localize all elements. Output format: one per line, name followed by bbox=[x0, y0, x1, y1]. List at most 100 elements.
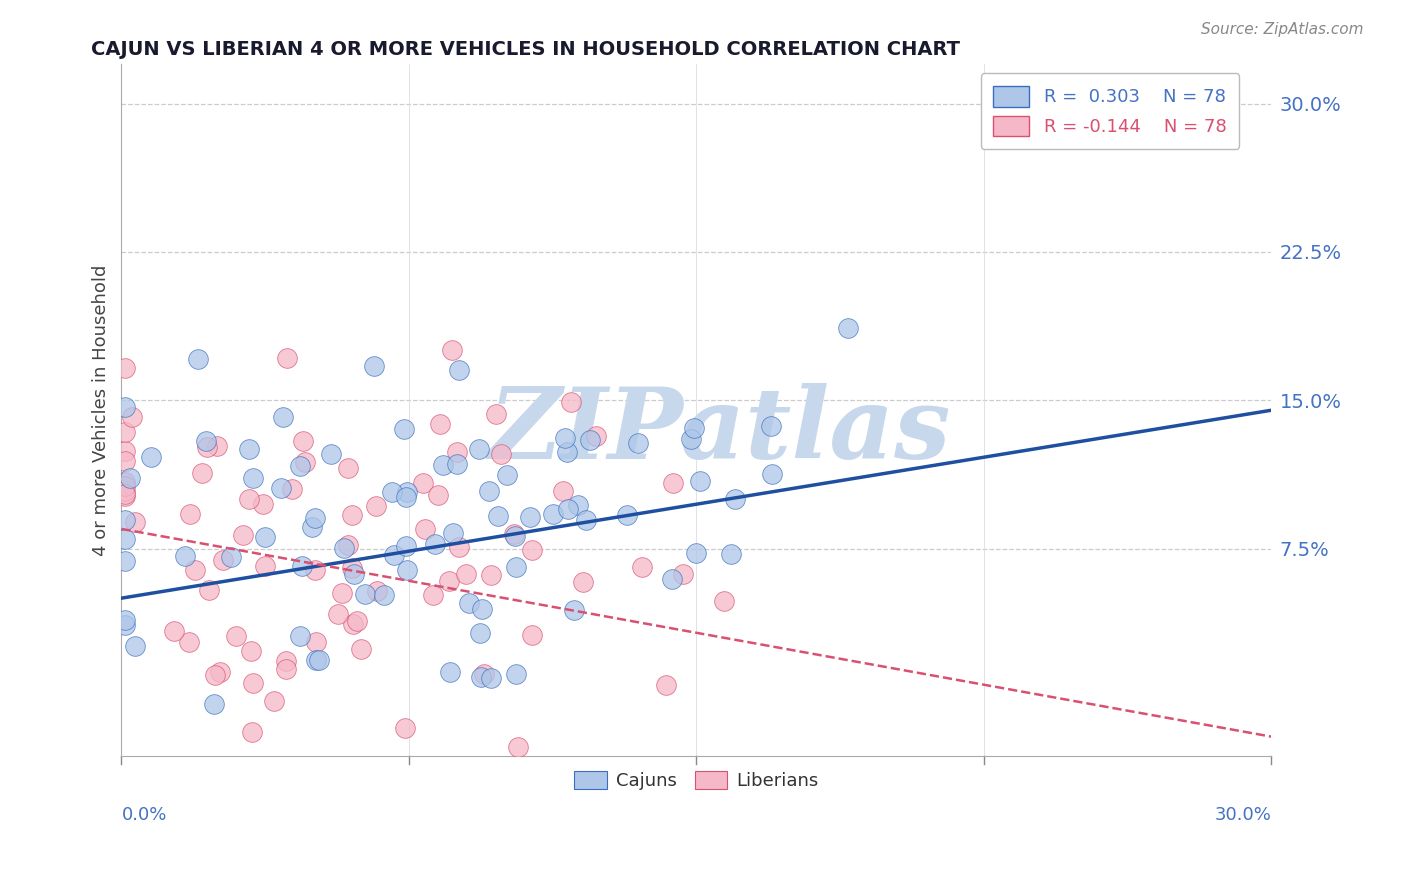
Point bbox=[541, 507, 564, 521]
Point bbox=[562, 603, 585, 617]
Point bbox=[627, 435, 650, 450]
Point bbox=[114, 400, 136, 414]
Point bbox=[496, 468, 519, 483]
Y-axis label: 4 or more Vehicles in Household: 4 or more Vehicles in Household bbox=[93, 265, 110, 556]
Point bbox=[724, 491, 747, 506]
Point bbox=[551, 484, 574, 499]
Point bbox=[179, 507, 201, 521]
Point bbox=[242, 676, 264, 690]
Point bbox=[114, 532, 136, 546]
Point bbox=[304, 564, 326, 578]
Point bbox=[395, 563, 418, 577]
Point bbox=[163, 624, 186, 638]
Point bbox=[519, 509, 541, 524]
Point bbox=[290, 558, 312, 573]
Point bbox=[209, 665, 232, 680]
Point bbox=[479, 568, 502, 582]
Point bbox=[491, 447, 513, 461]
Point bbox=[288, 629, 311, 643]
Point bbox=[616, 508, 638, 522]
Point bbox=[195, 440, 218, 454]
Point bbox=[761, 467, 783, 482]
Point bbox=[114, 613, 136, 627]
Point bbox=[478, 484, 501, 499]
Point bbox=[114, 475, 136, 490]
Point bbox=[333, 541, 356, 556]
Point bbox=[585, 428, 607, 442]
Point bbox=[505, 529, 527, 543]
Point bbox=[366, 583, 388, 598]
Point bbox=[373, 588, 395, 602]
Point bbox=[446, 445, 468, 459]
Point bbox=[681, 433, 703, 447]
Point bbox=[319, 447, 342, 461]
Point bbox=[631, 560, 654, 574]
Point bbox=[184, 563, 207, 577]
Point bbox=[440, 343, 463, 357]
Point bbox=[486, 508, 509, 523]
Point bbox=[432, 458, 454, 472]
Point bbox=[761, 419, 783, 434]
Point bbox=[242, 471, 264, 485]
Point bbox=[560, 395, 582, 409]
Point bbox=[520, 543, 543, 558]
Point bbox=[330, 586, 353, 600]
Point bbox=[202, 697, 225, 711]
Point bbox=[567, 498, 589, 512]
Point bbox=[121, 410, 143, 425]
Point bbox=[429, 417, 451, 432]
Point bbox=[395, 490, 418, 504]
Point bbox=[276, 351, 298, 365]
Point bbox=[336, 538, 359, 552]
Point bbox=[458, 595, 481, 609]
Point bbox=[837, 321, 859, 335]
Point bbox=[575, 513, 598, 527]
Point bbox=[555, 444, 578, 458]
Point bbox=[114, 425, 136, 440]
Point bbox=[342, 508, 364, 522]
Point bbox=[336, 460, 359, 475]
Point bbox=[304, 511, 326, 525]
Point bbox=[685, 545, 707, 559]
Point bbox=[661, 572, 683, 586]
Point bbox=[326, 607, 349, 621]
Point bbox=[557, 501, 579, 516]
Point bbox=[120, 471, 142, 485]
Point bbox=[114, 554, 136, 568]
Point bbox=[114, 454, 136, 468]
Point bbox=[522, 628, 544, 642]
Point bbox=[270, 481, 292, 495]
Point bbox=[305, 653, 328, 667]
Point bbox=[240, 644, 263, 658]
Point bbox=[672, 567, 695, 582]
Point bbox=[301, 520, 323, 534]
Point bbox=[713, 593, 735, 607]
Point bbox=[554, 431, 576, 445]
Legend: Cajuns, Liberians: Cajuns, Liberians bbox=[567, 764, 825, 797]
Text: 0.0%: 0.0% bbox=[121, 805, 167, 824]
Point bbox=[198, 582, 221, 597]
Point bbox=[506, 739, 529, 754]
Point bbox=[139, 450, 162, 465]
Point bbox=[485, 407, 508, 421]
Point bbox=[177, 635, 200, 649]
Point bbox=[364, 500, 387, 514]
Point bbox=[294, 455, 316, 469]
Point bbox=[114, 478, 136, 492]
Point bbox=[354, 587, 377, 601]
Point bbox=[195, 434, 218, 448]
Point bbox=[114, 484, 136, 499]
Point bbox=[212, 552, 235, 566]
Point bbox=[225, 630, 247, 644]
Point bbox=[394, 721, 416, 735]
Point bbox=[291, 434, 314, 448]
Point bbox=[114, 513, 136, 527]
Point bbox=[204, 667, 226, 681]
Point bbox=[240, 724, 263, 739]
Point bbox=[571, 574, 593, 589]
Point bbox=[447, 540, 470, 554]
Point bbox=[505, 559, 527, 574]
Text: CAJUN VS LIBERIAN 4 OR MORE VEHICLES IN HOUSEHOLD CORRELATION CHART: CAJUN VS LIBERIAN 4 OR MORE VEHICLES IN … bbox=[91, 40, 960, 59]
Point bbox=[363, 359, 385, 373]
Point bbox=[382, 548, 405, 562]
